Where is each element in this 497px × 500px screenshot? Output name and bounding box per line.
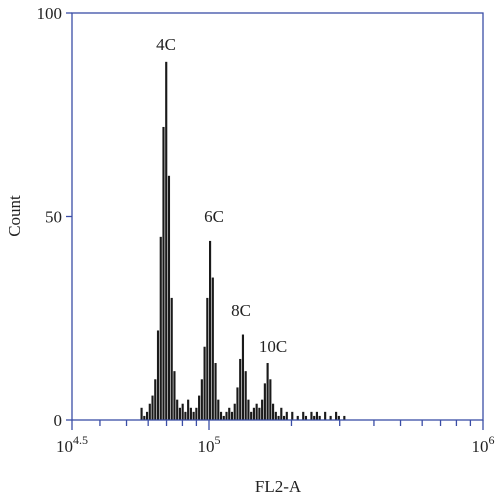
bar: [329, 415, 332, 420]
bar: [176, 399, 179, 420]
bar: [189, 407, 192, 420]
y-tick-label: 50: [45, 208, 62, 227]
bar: [156, 330, 160, 420]
bar: [274, 411, 277, 420]
bar: [167, 175, 171, 420]
bar: [195, 407, 198, 420]
bar: [206, 297, 209, 420]
bar: [252, 407, 255, 420]
bar: [296, 415, 299, 420]
bar: [272, 403, 275, 420]
bar: [173, 371, 176, 420]
bar: [277, 415, 280, 420]
bar: [222, 415, 225, 420]
plot-frame: [71, 12, 484, 421]
bar: [302, 411, 305, 420]
bar: [318, 415, 321, 420]
bar: [304, 415, 308, 420]
bar: [310, 411, 313, 420]
peak-label: 6C: [204, 207, 224, 226]
bar: [192, 411, 195, 420]
tick-base: 10: [56, 437, 73, 456]
bar: [145, 411, 149, 420]
tick-exponent: 5: [215, 433, 221, 447]
bar: [343, 415, 346, 420]
x-tick-label: 105: [198, 433, 221, 456]
bar: [165, 61, 168, 421]
bar: [255, 403, 258, 420]
bar: [200, 379, 203, 420]
bar: [170, 297, 173, 420]
bar: [214, 363, 217, 420]
bar: [219, 411, 223, 420]
tick-base: 10: [198, 437, 215, 456]
bar: [162, 126, 165, 421]
bar: [337, 415, 340, 420]
bar: [143, 415, 146, 420]
bar: [285, 411, 288, 420]
bar: [203, 346, 206, 420]
bar: [261, 399, 264, 420]
bar: [315, 411, 318, 420]
peak-label: 8C: [231, 301, 251, 320]
bar: [159, 236, 162, 420]
bar: [230, 411, 234, 420]
peak-label: 10C: [259, 337, 287, 356]
bar: [217, 399, 220, 420]
x-tick-label: 106: [472, 433, 495, 456]
bar: [269, 379, 272, 420]
bar: [291, 411, 294, 420]
bar: [151, 395, 154, 420]
bar: [280, 407, 283, 420]
bar: [209, 240, 212, 420]
bar: [263, 383, 266, 420]
bar: [239, 358, 242, 420]
bar: [282, 415, 286, 420]
bar: [198, 395, 201, 420]
bar: [187, 399, 190, 420]
bar: [335, 411, 338, 420]
bar: [313, 415, 316, 420]
x-axis-label: FL2-A: [255, 477, 302, 496]
bar: [154, 379, 157, 420]
x-tick-label: 104.5: [56, 433, 88, 456]
bar: [225, 411, 228, 420]
bar: [211, 277, 214, 420]
bar: [247, 399, 250, 420]
bar: [250, 411, 253, 420]
tick-exponent: 6: [489, 433, 495, 447]
bar: [140, 407, 143, 420]
bar: [181, 403, 184, 420]
bar: [241, 334, 245, 420]
bar: [148, 403, 151, 420]
y-axis-label: Count: [5, 195, 24, 237]
bar: [236, 387, 239, 420]
tick-exponent: 4.5: [73, 433, 88, 447]
bar: [178, 407, 181, 420]
bar: [324, 411, 327, 420]
tick-base: 10: [472, 437, 489, 456]
y-tick-label: 100: [37, 4, 63, 23]
bar: [184, 411, 187, 420]
bar: [258, 407, 261, 420]
peak-label: 4C: [156, 35, 176, 54]
bar: [228, 407, 231, 420]
bar: [233, 403, 236, 420]
bar: [244, 371, 247, 420]
bar: [266, 363, 269, 420]
y-tick-label: 0: [54, 411, 63, 430]
